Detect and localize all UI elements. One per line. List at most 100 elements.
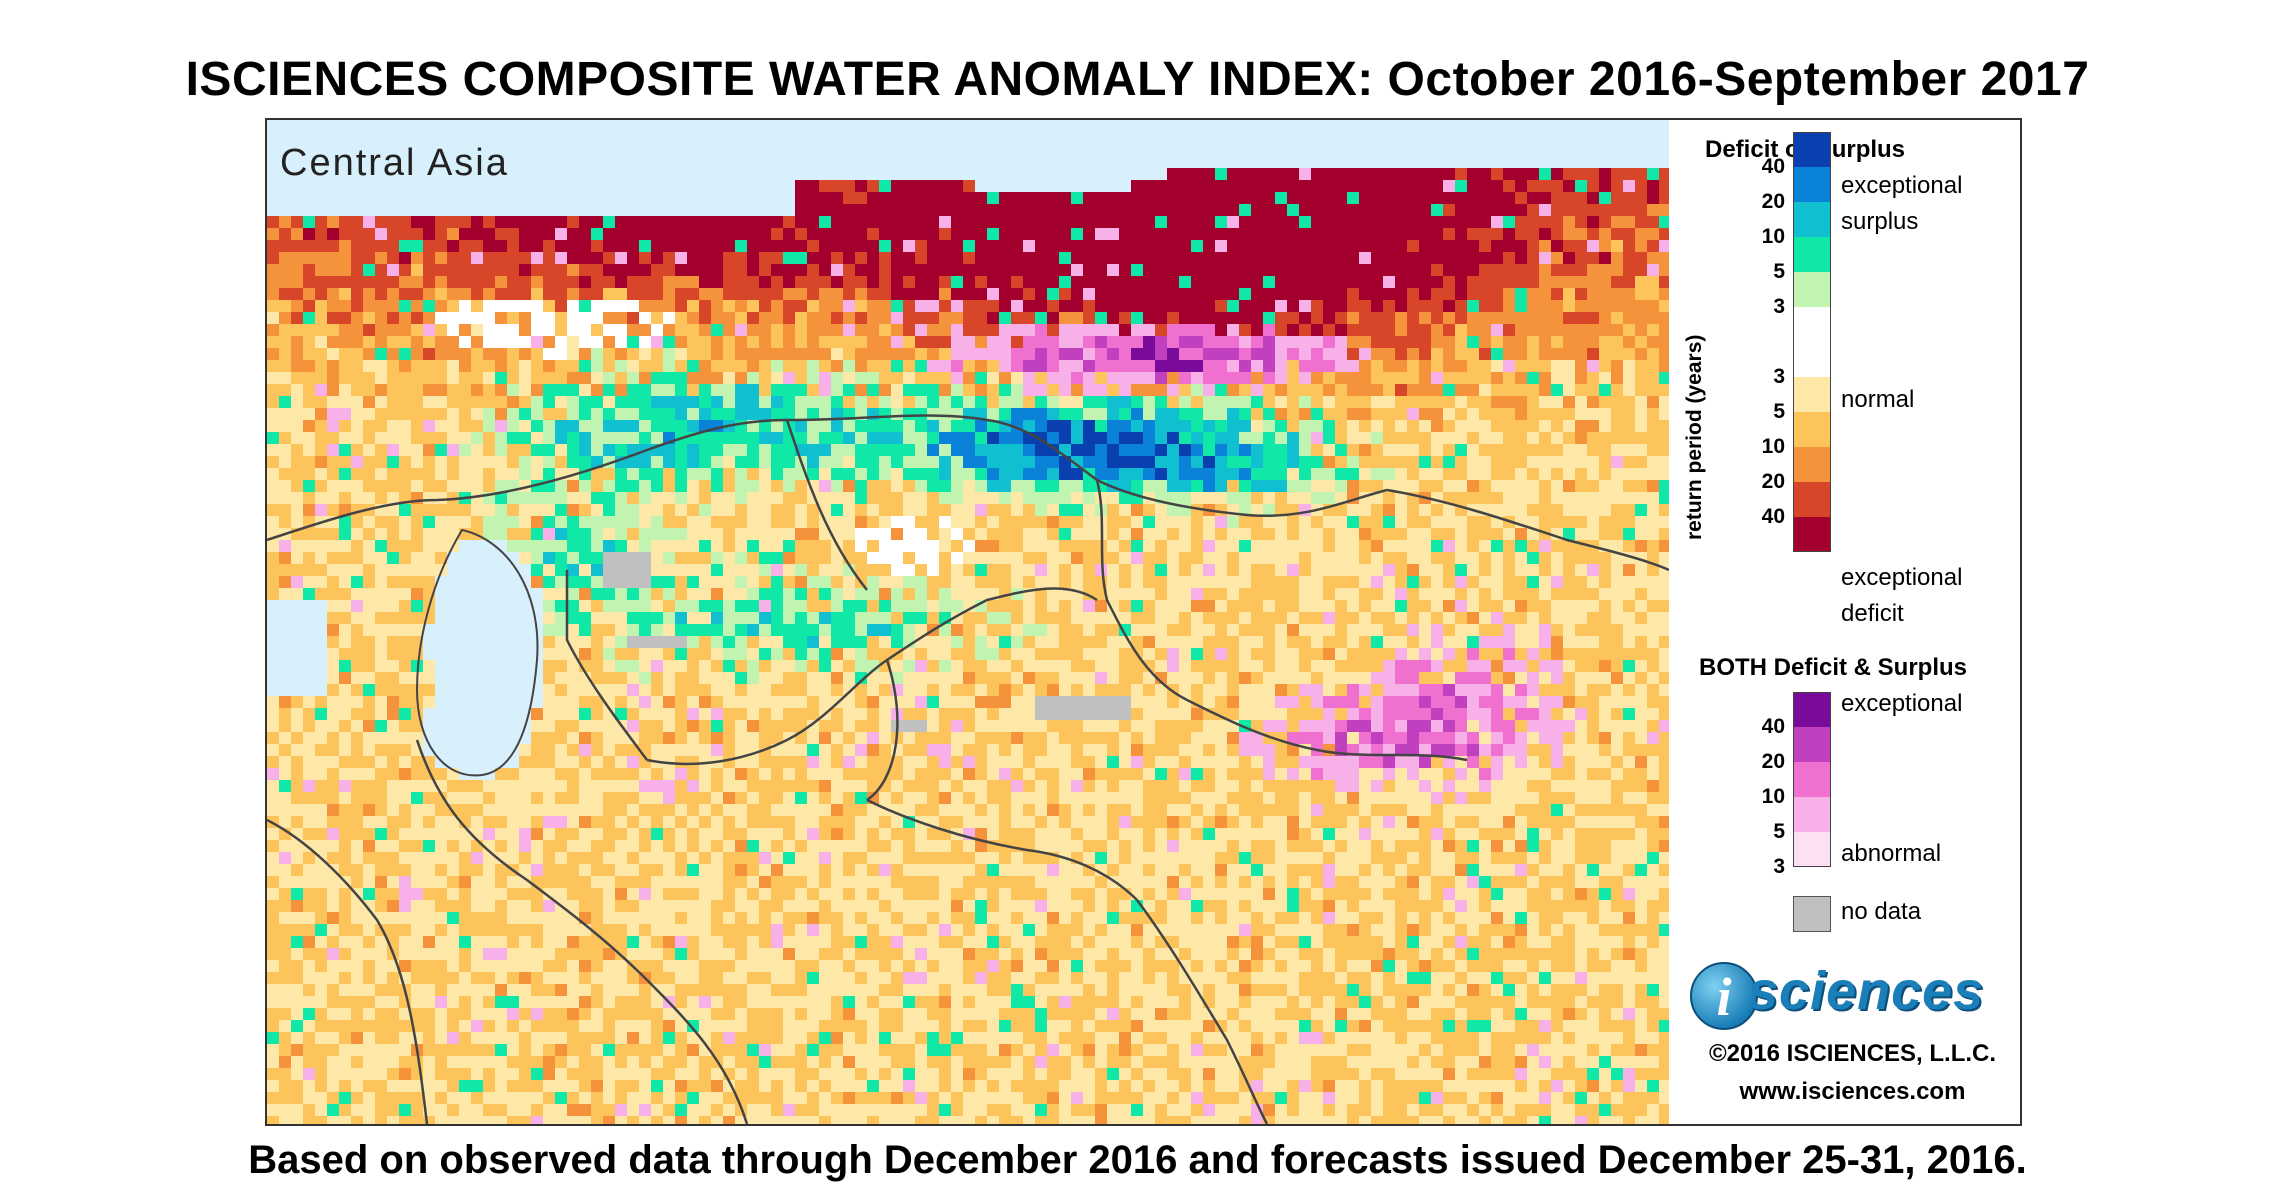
grid-cell (783, 240, 795, 252)
grid-cell (1023, 564, 1035, 576)
grid-cell (819, 168, 831, 180)
grid-cell (1287, 324, 1299, 336)
grid-cell (651, 312, 663, 324)
grid-cell (1479, 396, 1491, 408)
grid-cell (1167, 528, 1179, 540)
grid-cell (1539, 612, 1551, 624)
grid-cell (1539, 120, 1551, 132)
grid-cell (1371, 216, 1383, 228)
grid-cell (1335, 300, 1347, 312)
grid-cell (1011, 600, 1023, 612)
grid-cell (807, 372, 819, 384)
grid-cell (711, 516, 723, 528)
grid-cell (1587, 444, 1599, 456)
grid-cell (1215, 432, 1227, 444)
grid-cell (795, 336, 807, 348)
grid-cell (1131, 144, 1143, 156)
grid-cell (999, 180, 1011, 192)
grid-cell (351, 492, 363, 504)
grid-cell (1275, 468, 1287, 480)
grid-cell (1179, 444, 1191, 456)
grid-cell (603, 180, 615, 192)
grid-cell (1107, 516, 1119, 528)
grid-cell (1167, 612, 1179, 624)
grid-cell (531, 132, 543, 144)
grid-cell (819, 492, 831, 504)
grid-cell (1335, 324, 1347, 336)
grid-cell (927, 504, 939, 516)
grid-cell (1191, 528, 1203, 540)
grid-cell (459, 276, 471, 288)
grid-cell (963, 612, 975, 624)
grid-cell (339, 252, 351, 264)
grid-cell (1119, 576, 1131, 588)
grid-cell (1047, 612, 1059, 624)
grid-cell (1131, 264, 1143, 276)
grid-cell (1227, 432, 1239, 444)
grid-cell (459, 624, 471, 636)
grid-cell (867, 192, 879, 204)
grid-cell (819, 288, 831, 300)
grid-cell (1587, 264, 1599, 276)
grid-cell (699, 504, 711, 516)
grid-cell (747, 204, 759, 216)
grid-cell (543, 168, 555, 180)
grid-cell (1155, 120, 1167, 132)
grid-cell (1527, 216, 1539, 228)
grid-cell (411, 516, 423, 528)
grid-cell (603, 492, 615, 504)
grid-cell (1191, 132, 1203, 144)
grid-cell (795, 324, 807, 336)
grid-cell (483, 240, 495, 252)
grid-cell (819, 372, 831, 384)
grid-cell (1143, 144, 1155, 156)
grid-cell (591, 192, 603, 204)
grid-cell (1563, 240, 1575, 252)
grid-cell (471, 264, 483, 276)
grid-cell (567, 624, 579, 636)
grid-cell (1359, 396, 1371, 408)
grid-cell (1479, 540, 1491, 552)
grid-cell (555, 492, 567, 504)
grid-cell (1491, 276, 1503, 288)
grid-cell (1191, 180, 1203, 192)
grid-cell (1299, 228, 1311, 240)
grid-cell (1455, 564, 1467, 576)
grid-cell (1383, 132, 1395, 144)
grid-cell (843, 168, 855, 180)
grid-cell (1599, 240, 1611, 252)
grid-cell (1599, 492, 1611, 504)
grid-cell (999, 240, 1011, 252)
grid-cell (1407, 516, 1419, 528)
grid-cell (555, 504, 567, 516)
grid-cell (1047, 288, 1059, 300)
grid-cell (1479, 432, 1491, 444)
grid-cell (495, 348, 507, 360)
grid-cell (1395, 288, 1407, 300)
grid-cell (1167, 552, 1179, 564)
grid-cell (1335, 468, 1347, 480)
grid-cell (1611, 384, 1623, 396)
grid-cell (615, 384, 627, 396)
grid-cell (1131, 372, 1143, 384)
grid-cell (711, 216, 723, 228)
grid-cell (1263, 276, 1275, 288)
grid-cell (435, 312, 447, 324)
grid-cell (495, 612, 507, 624)
grid-cell (1383, 564, 1395, 576)
grid-cell (879, 480, 891, 492)
grid-cell (759, 432, 771, 444)
grid-cell (1107, 492, 1119, 504)
grid-cell (411, 144, 423, 156)
grid-cell (927, 276, 939, 288)
grid-cell (603, 600, 615, 612)
grid-cell (303, 312, 315, 324)
grid-cell (927, 480, 939, 492)
grid-cell (1299, 492, 1311, 504)
grid-cell (1611, 528, 1623, 540)
grid-cell (1443, 516, 1455, 528)
grid-cell (639, 228, 651, 240)
grid-cell (1239, 396, 1251, 408)
grid-cell (1095, 228, 1107, 240)
grid-cell (1407, 264, 1419, 276)
